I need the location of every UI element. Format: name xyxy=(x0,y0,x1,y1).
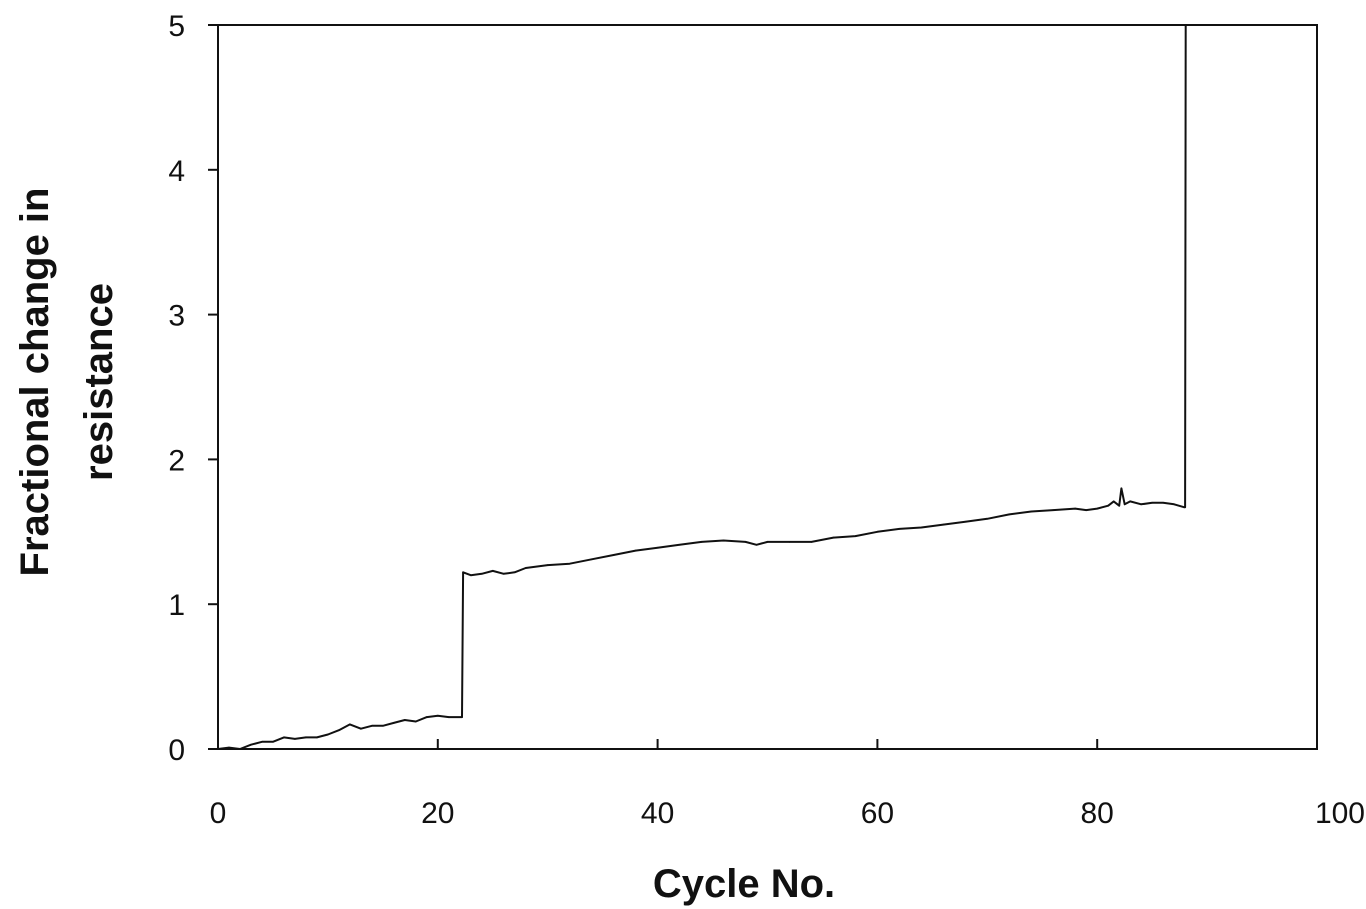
series-point xyxy=(513,571,516,574)
series-point xyxy=(744,541,747,543)
series-point xyxy=(371,725,373,727)
x-tick-label: 20 xyxy=(421,797,454,830)
series-point xyxy=(1085,509,1087,511)
x-axis-ticks xyxy=(217,739,1318,749)
series-point xyxy=(294,738,296,740)
series-point xyxy=(810,541,813,543)
series-point xyxy=(217,748,219,750)
series-point xyxy=(1183,506,1185,509)
series-point xyxy=(832,536,835,539)
y-axis-tick-labels: 0 1 2 3 4 5 xyxy=(168,10,185,767)
series-point xyxy=(327,733,329,736)
series-point xyxy=(338,729,340,731)
series-point xyxy=(524,567,527,569)
y-tick-label: 5 xyxy=(168,10,185,43)
series-point xyxy=(1129,500,1131,503)
series-point xyxy=(461,716,463,718)
series-point xyxy=(1096,507,1098,510)
series-point xyxy=(964,520,967,523)
series-point xyxy=(898,528,901,530)
y-tick-label: 4 xyxy=(168,155,185,188)
series-layer xyxy=(217,24,1187,750)
series-point xyxy=(382,725,384,727)
y-axis-title: Fractional change in resistance xyxy=(13,188,121,577)
series-point xyxy=(228,746,230,749)
y-tick-label: 2 xyxy=(168,444,185,477)
series-point xyxy=(1008,513,1011,516)
series-point xyxy=(426,716,428,718)
series-point xyxy=(272,741,274,743)
series-point xyxy=(546,564,549,566)
series-point xyxy=(437,714,439,717)
series-point xyxy=(1173,503,1175,506)
series-point xyxy=(415,720,417,723)
y-axis-title-line-2: resistance xyxy=(77,283,121,481)
series-point xyxy=(283,736,285,739)
series-point xyxy=(755,544,758,546)
series-point xyxy=(568,562,571,565)
x-tick-label: 100 xyxy=(1315,797,1365,830)
series-point xyxy=(1184,24,1187,26)
x-tick-label: 60 xyxy=(861,797,894,830)
series-point xyxy=(1112,500,1115,503)
series-point xyxy=(481,573,483,575)
series-point xyxy=(1151,502,1153,504)
series-point xyxy=(1030,510,1033,513)
series-point xyxy=(462,571,464,574)
series-point xyxy=(1123,503,1126,506)
series-point xyxy=(920,526,923,529)
series-point xyxy=(854,535,857,537)
series-point xyxy=(1107,504,1109,507)
series-point xyxy=(876,531,879,533)
series-point xyxy=(788,541,791,543)
series-point xyxy=(722,539,725,542)
y-tick-label: 1 xyxy=(168,589,185,622)
series-point xyxy=(1184,506,1186,509)
series-point xyxy=(1162,502,1164,504)
series-point xyxy=(250,743,252,746)
series-point xyxy=(239,748,241,750)
series-point xyxy=(305,736,307,739)
series-point xyxy=(261,741,263,743)
x-tick-label: 0 xyxy=(210,797,227,830)
series-point xyxy=(942,523,945,526)
x-tick-label: 80 xyxy=(1081,797,1114,830)
x-axis-title: Cycle No. xyxy=(653,862,835,906)
y-axis-title-line-1: Fractional change in xyxy=(13,188,57,577)
series-point xyxy=(678,544,681,546)
series-point xyxy=(656,546,659,549)
series-point xyxy=(766,541,769,543)
y-tick-label: 0 xyxy=(168,734,185,767)
series-point xyxy=(448,716,450,718)
series-point xyxy=(349,723,351,726)
series-point xyxy=(1120,487,1123,490)
series-point xyxy=(634,549,637,552)
series-point xyxy=(1140,503,1142,506)
series-point xyxy=(492,570,494,572)
series-point xyxy=(590,558,593,561)
series-point xyxy=(1118,504,1120,507)
series-point xyxy=(700,541,703,543)
series-point xyxy=(404,719,406,721)
series-point xyxy=(1052,509,1054,511)
series-point xyxy=(393,722,395,724)
series-point xyxy=(986,518,989,520)
y-tick-label: 3 xyxy=(168,300,185,333)
series-point xyxy=(360,727,362,730)
y-axis-ticks xyxy=(208,24,218,750)
series-point xyxy=(612,554,615,556)
series-line xyxy=(217,24,1187,750)
series-point xyxy=(502,573,505,575)
x-axis-tick-labels: 0 20 40 60 80 100 xyxy=(210,797,1365,830)
plot-area-frame xyxy=(217,24,1318,750)
series-point xyxy=(1074,507,1076,510)
series-point xyxy=(470,574,472,576)
x-tick-label: 40 xyxy=(641,797,674,830)
series-point xyxy=(316,736,318,739)
